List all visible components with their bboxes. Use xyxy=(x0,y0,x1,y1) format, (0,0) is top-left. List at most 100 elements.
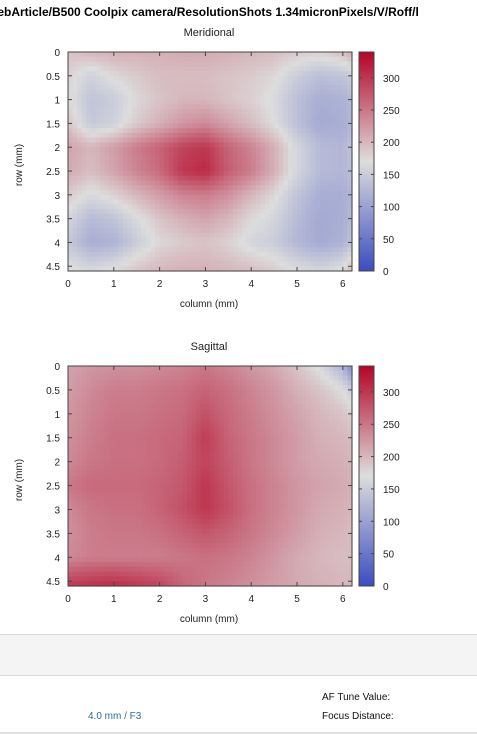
heatmap-cell xyxy=(269,161,275,167)
heatmap-cell xyxy=(177,180,184,186)
heatmap-cell xyxy=(100,232,106,239)
heatmap-cell xyxy=(333,232,339,239)
heatmap-cell xyxy=(246,366,252,372)
heatmap-cell xyxy=(127,456,133,463)
heatmap-cell xyxy=(338,366,344,372)
heatmap-cell xyxy=(127,461,133,468)
heatmap-cell xyxy=(237,66,243,72)
heatmap-cell xyxy=(104,261,110,267)
heatmap-cell xyxy=(86,366,92,372)
heatmap-cell xyxy=(283,242,289,248)
heatmap-cell xyxy=(200,142,207,148)
heatmap-cell xyxy=(173,223,179,229)
heatmap-cell xyxy=(164,161,170,167)
heatmap-cell xyxy=(251,480,257,487)
heatmap-cell xyxy=(109,218,115,224)
heatmap-cell xyxy=(329,442,335,448)
heatmap-cell xyxy=(237,142,243,148)
heatmap-cell xyxy=(283,85,289,91)
heatmap-cell xyxy=(104,75,110,82)
heatmap-cell xyxy=(283,123,289,129)
heatmap-cell xyxy=(113,519,119,525)
heatmap-cell xyxy=(246,394,252,401)
heatmap-cell xyxy=(182,199,188,205)
heatmap-cell xyxy=(173,251,179,258)
heatmap-cell xyxy=(150,256,156,263)
heatmap-cell xyxy=(196,61,202,67)
heatmap-cell xyxy=(127,190,133,196)
heatmap-cell xyxy=(177,80,184,86)
heatmap-cell xyxy=(136,180,142,186)
heatmap-cell xyxy=(68,437,74,444)
heatmap-cell xyxy=(113,437,119,444)
heatmap-cell xyxy=(104,437,110,444)
heatmap-cell xyxy=(228,132,234,139)
heatmap-cell xyxy=(283,476,289,482)
heatmap-cell xyxy=(200,442,207,448)
heatmap-cell xyxy=(173,495,179,501)
heatmap-cell xyxy=(237,452,243,458)
heatmap-cell xyxy=(100,514,106,520)
heatmap-cell xyxy=(72,180,78,186)
heatmap-cell xyxy=(219,56,225,63)
heatmap-cell xyxy=(196,90,202,96)
heatmap-cell xyxy=(100,80,106,86)
heatmap-cell xyxy=(205,442,211,448)
heatmap-cell xyxy=(127,109,133,115)
heatmap-cell xyxy=(90,132,97,139)
heatmap-cell xyxy=(260,113,266,120)
heatmap-cell xyxy=(228,237,234,244)
heatmap-cell xyxy=(347,389,353,396)
heatmap-cell xyxy=(232,452,239,458)
heatmap-cell xyxy=(342,213,349,220)
heatmap-cell xyxy=(164,432,170,439)
y-tick-label: 1.5 xyxy=(46,119,60,130)
heatmap-cell xyxy=(205,495,211,501)
heatmap-cell xyxy=(132,56,138,63)
heatmap-cell xyxy=(200,432,207,439)
heatmap-cell xyxy=(77,113,83,120)
heatmap-cell xyxy=(145,161,152,167)
heatmap-cell xyxy=(72,428,78,434)
heatmap-cell xyxy=(155,404,161,410)
heatmap-cell xyxy=(182,242,188,248)
heatmap-cell xyxy=(200,261,207,267)
heatmap-cell xyxy=(182,447,188,453)
heatmap-cell xyxy=(319,509,326,515)
heatmap-cell xyxy=(260,223,266,229)
heatmap-cell xyxy=(269,104,275,110)
heatmap-cell xyxy=(255,161,261,167)
heatmap-cell xyxy=(72,476,78,482)
heatmap-cell xyxy=(287,366,294,372)
heatmap-cell xyxy=(237,380,243,386)
heatmap-cell xyxy=(228,418,234,424)
heatmap-cell xyxy=(228,228,234,234)
heatmap-cell xyxy=(347,175,353,182)
heatmap-cell xyxy=(72,132,78,139)
heatmap-cell xyxy=(333,418,339,424)
heatmap-cell xyxy=(104,80,110,86)
heatmap-cell xyxy=(219,104,225,110)
heatmap-cell xyxy=(242,109,248,115)
heatmap-cell xyxy=(319,185,326,191)
heatmap-cell xyxy=(113,52,119,58)
heatmap-cell xyxy=(310,514,316,520)
heatmap-cell xyxy=(145,480,152,487)
heatmap-cell xyxy=(301,137,307,144)
heatmap-cell xyxy=(86,85,92,91)
heatmap-cell xyxy=(200,147,207,153)
heatmap-cell xyxy=(324,194,330,201)
heatmap-cell xyxy=(145,519,152,525)
heatmap-cell xyxy=(338,432,344,439)
heatmap-cell xyxy=(122,370,129,377)
heatmap-cell xyxy=(274,137,280,144)
heatmap-cell xyxy=(338,166,344,172)
heatmap-cell xyxy=(205,456,211,463)
heatmap-cell xyxy=(260,213,266,220)
heatmap-cell xyxy=(297,476,303,482)
heatmap-cell xyxy=(264,61,271,67)
heatmap-cell xyxy=(118,242,124,248)
heatmap-cell xyxy=(219,151,225,158)
heatmap-cell xyxy=(347,209,353,215)
heatmap-cell xyxy=(310,232,316,239)
